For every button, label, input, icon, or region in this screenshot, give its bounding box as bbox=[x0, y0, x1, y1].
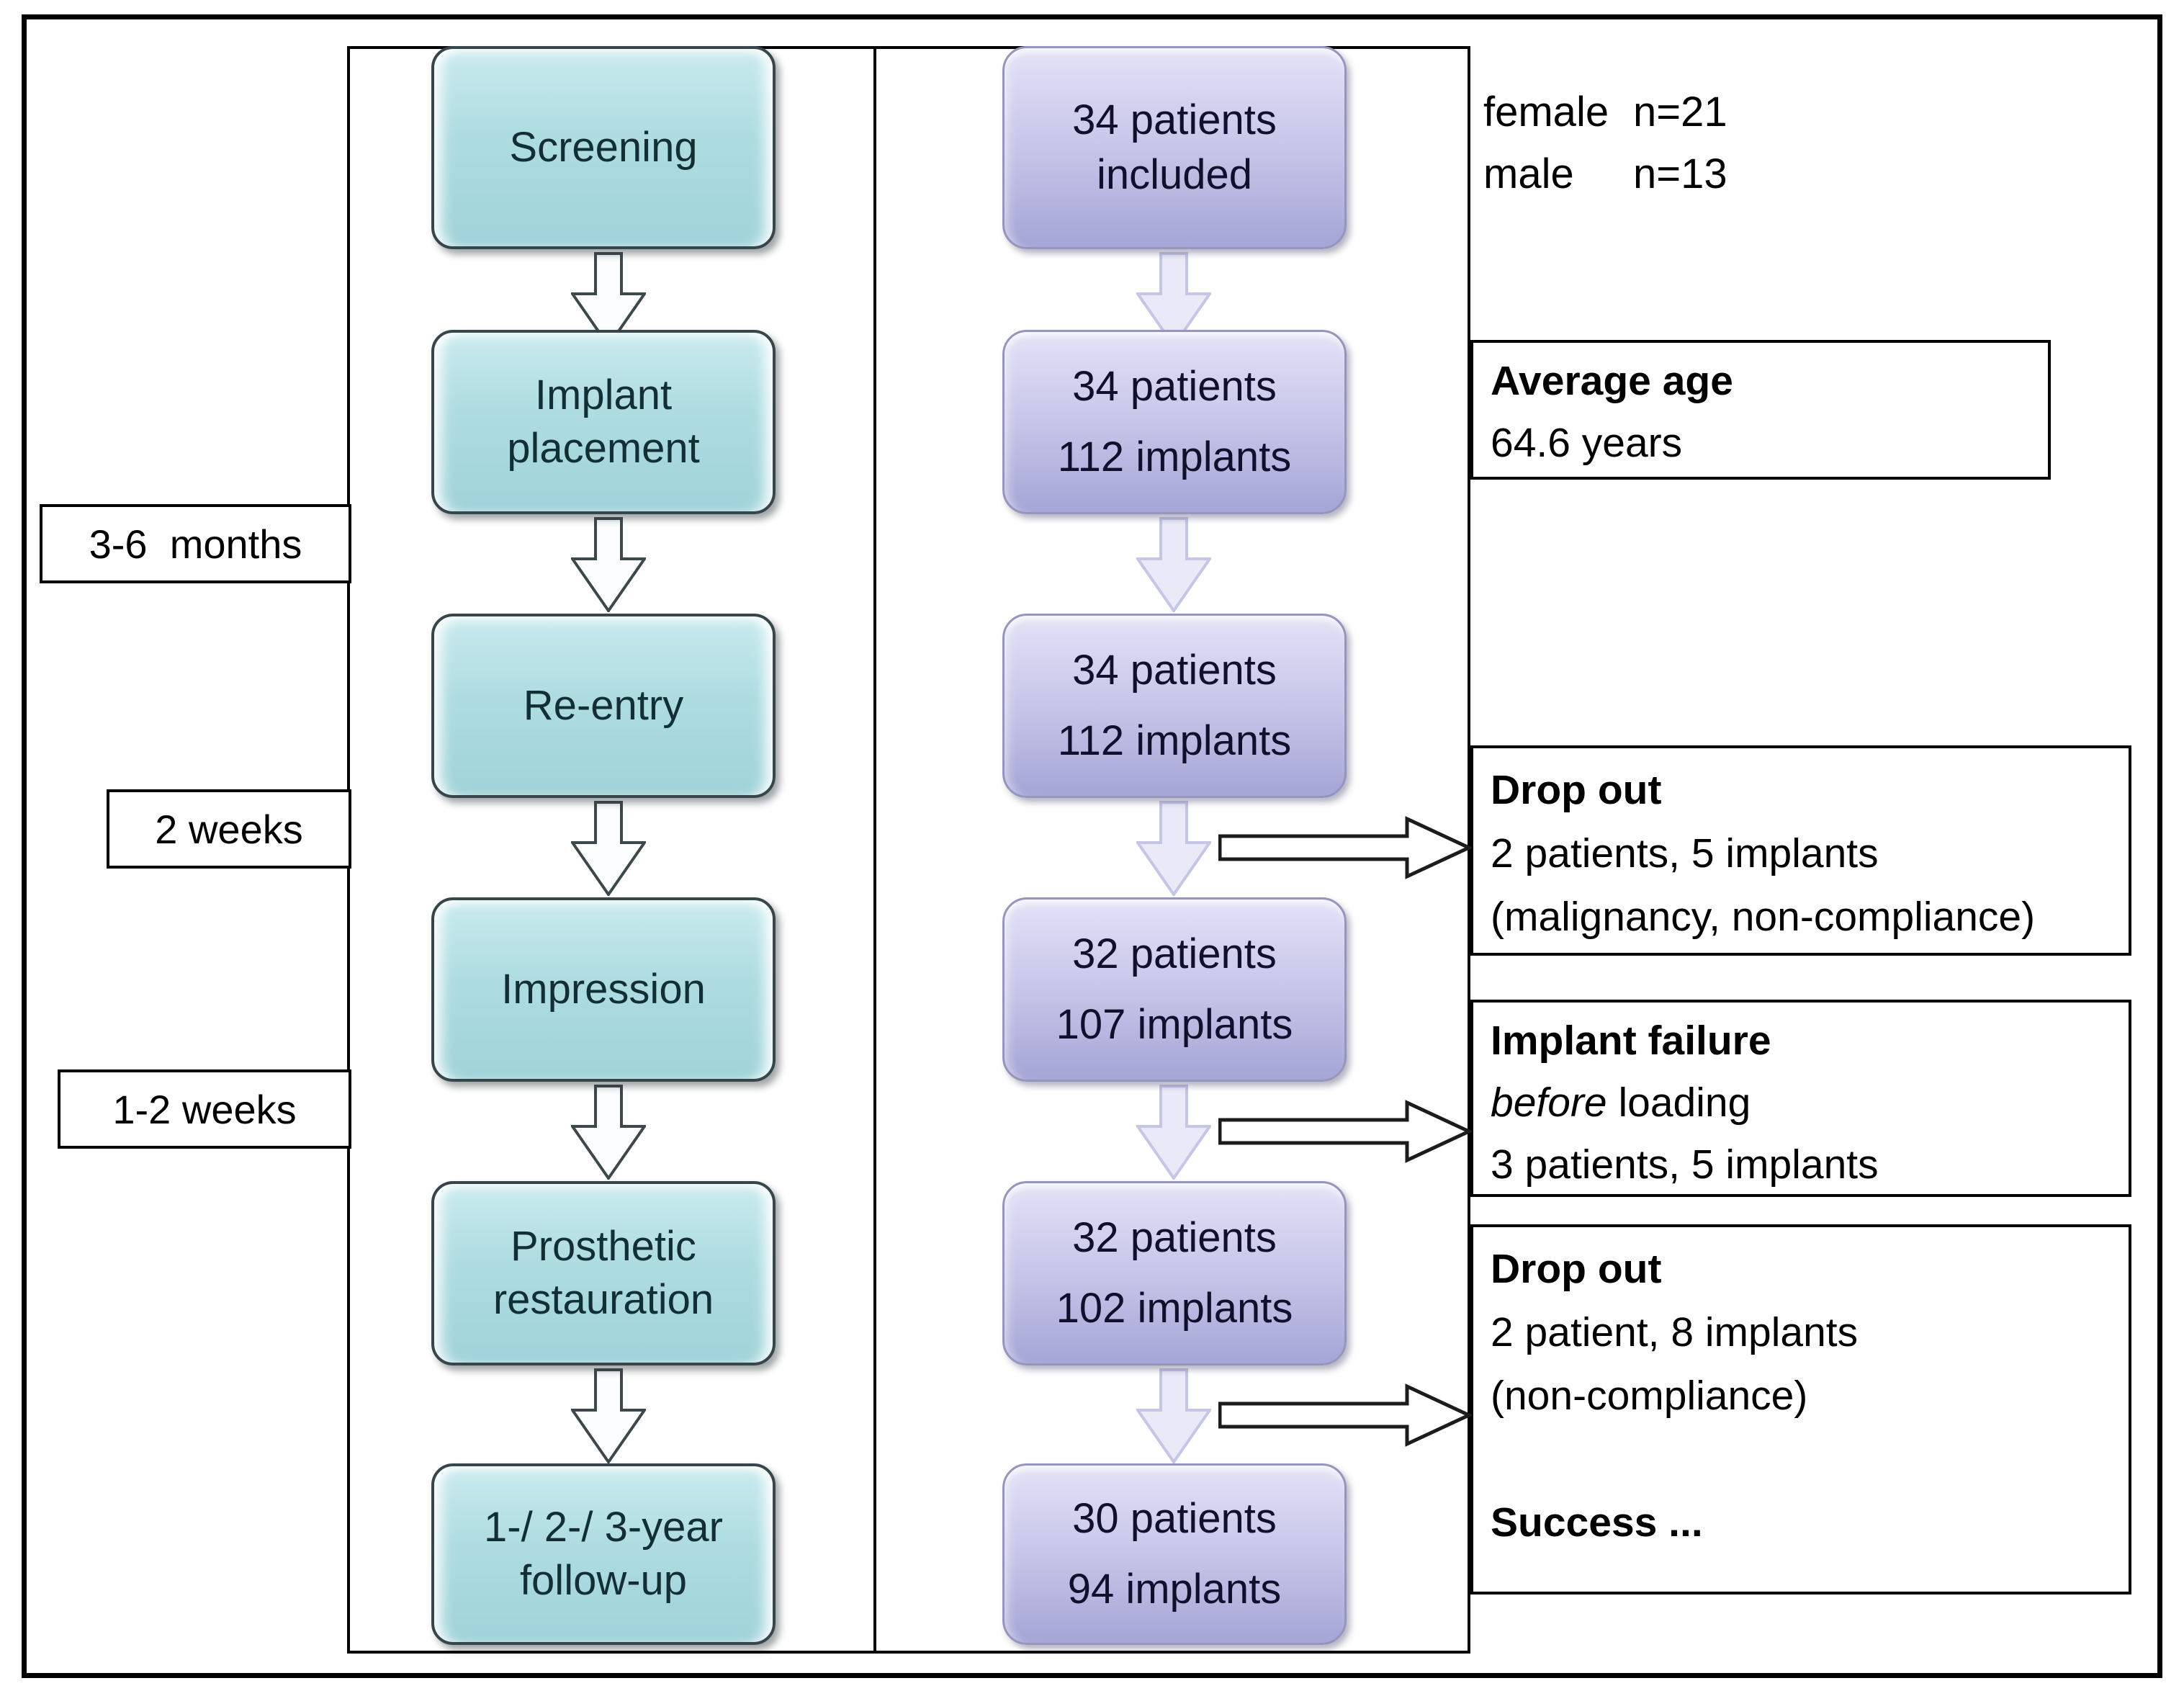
annotation-line: before loading bbox=[1491, 1072, 2111, 1134]
time-label-text: 3-6 months bbox=[89, 521, 302, 567]
column-divider-line bbox=[873, 46, 876, 1654]
time-label-text: 1-2 weeks bbox=[112, 1086, 297, 1132]
step-label: 1-/ 2-/ 3-year bbox=[484, 1504, 723, 1551]
demographics-summary: female n=21 male n=13 bbox=[1483, 85, 1727, 202]
patient-step-after-re-entry: 34 patients 112 implants bbox=[1002, 614, 1347, 798]
dropout-1-box: Drop out 2 patients, 5 implants (maligna… bbox=[1470, 745, 2131, 956]
flow-step-re-entry: Re-entry bbox=[431, 614, 776, 798]
down-arrow-icon bbox=[571, 1368, 646, 1463]
step-label: placement bbox=[507, 425, 700, 472]
patient-count: 34 patients bbox=[1072, 97, 1277, 143]
patient-count: included bbox=[1096, 151, 1253, 198]
annotation-line-rest: loading bbox=[1606, 1080, 1751, 1126]
step-label: Re-entry bbox=[523, 682, 684, 729]
step-label: follow-up bbox=[519, 1557, 688, 1604]
flow-step-implant-placement: Implant placement bbox=[431, 330, 776, 514]
female-label: female bbox=[1483, 89, 1609, 135]
annotation-title: Average age bbox=[1491, 358, 1733, 404]
implant-count: 112 implants bbox=[1057, 717, 1292, 764]
patient-step-after-impression: 32 patients 107 implants bbox=[1002, 897, 1347, 1082]
time-label-text: 2 weeks bbox=[155, 806, 303, 852]
step-label: Implant bbox=[534, 372, 673, 418]
annotation-line: 2 patient, 8 implants bbox=[1491, 1309, 1859, 1355]
patient-step-after-restauration: 32 patients 102 implants bbox=[1002, 1181, 1347, 1365]
male-label: male bbox=[1483, 151, 1574, 197]
implant-count: 107 implants bbox=[1056, 1001, 1293, 1048]
right-arrow-icon bbox=[1218, 1383, 1472, 1447]
down-arrow-icon bbox=[1136, 1368, 1211, 1463]
down-arrow-icon bbox=[571, 1085, 646, 1180]
flow-step-follow-up: 1-/ 2-/ 3-year follow-up bbox=[431, 1463, 776, 1645]
outer-border bbox=[22, 14, 2162, 1678]
step-label: restauration bbox=[493, 1276, 714, 1323]
annotation-line: 2 patients, 5 implants bbox=[1491, 830, 1879, 876]
step-label: Prosthetic bbox=[511, 1223, 696, 1270]
patient-step-included: 34 patients included bbox=[1002, 46, 1347, 249]
step-label: Screening bbox=[509, 124, 698, 171]
annotation-line: (non-compliance) bbox=[1491, 1373, 1808, 1419]
right-arrow-icon bbox=[1218, 816, 1472, 879]
patient-count: 32 patients bbox=[1072, 1214, 1277, 1261]
time-label-1-2-weeks: 1-2 weeks bbox=[58, 1069, 351, 1149]
step-label: Impression bbox=[501, 966, 706, 1013]
down-arrow-icon bbox=[1136, 801, 1211, 896]
implant-count: 102 implants bbox=[1056, 1285, 1293, 1332]
down-arrow-icon bbox=[1136, 1085, 1211, 1180]
flow-step-impression: Impression bbox=[431, 897, 776, 1082]
average-age-box: Average age 64.6 years bbox=[1470, 340, 2051, 480]
implant-failure-box: Implant failure before loading 3 patient… bbox=[1470, 1000, 2131, 1197]
right-arrow-icon bbox=[1218, 1100, 1472, 1163]
female-count: n=21 bbox=[1633, 89, 1727, 135]
annotation-title: Drop out bbox=[1491, 1246, 1662, 1292]
implant-count: 94 implants bbox=[1067, 1566, 1282, 1612]
patient-count: 34 patients bbox=[1072, 647, 1277, 694]
patient-count: 34 patients bbox=[1072, 363, 1277, 410]
annotation-line: 64.6 years bbox=[1491, 420, 1683, 466]
male-count: n=13 bbox=[1633, 151, 1727, 197]
down-arrow-icon bbox=[571, 801, 646, 896]
spacer bbox=[1491, 1427, 2111, 1491]
down-arrow-icon bbox=[1136, 517, 1211, 612]
patient-step-after-placement: 34 patients 112 implants bbox=[1002, 330, 1347, 514]
time-label-3-6-months: 3-6 months bbox=[40, 504, 351, 583]
success-label: Success ... bbox=[1491, 1499, 1703, 1546]
annotation-title: Implant failure bbox=[1491, 1018, 1771, 1064]
implant-count: 112 implants bbox=[1057, 434, 1292, 480]
time-label-2-weeks: 2 weeks bbox=[107, 789, 351, 869]
patient-step-follow-up: 30 patients 94 implants bbox=[1002, 1463, 1347, 1645]
annotation-line: 3 patients, 5 implants bbox=[1491, 1141, 1879, 1188]
down-arrow-icon bbox=[571, 252, 646, 347]
italic-word: before bbox=[1491, 1080, 1607, 1126]
down-arrow-icon bbox=[571, 517, 646, 612]
annotation-title: Drop out bbox=[1491, 767, 1662, 813]
flow-step-prosthetic-restauration: Prosthetic restauration bbox=[431, 1181, 776, 1365]
patient-count: 32 patients bbox=[1072, 930, 1277, 977]
dropout-2-success-box: Drop out 2 patient, 8 implants (non-comp… bbox=[1470, 1224, 2131, 1594]
down-arrow-icon bbox=[1136, 252, 1211, 347]
patient-count: 30 patients bbox=[1072, 1495, 1277, 1542]
annotation-line: (malignancy, non-compliance) bbox=[1491, 894, 2036, 940]
flow-step-screening: Screening bbox=[431, 46, 776, 249]
